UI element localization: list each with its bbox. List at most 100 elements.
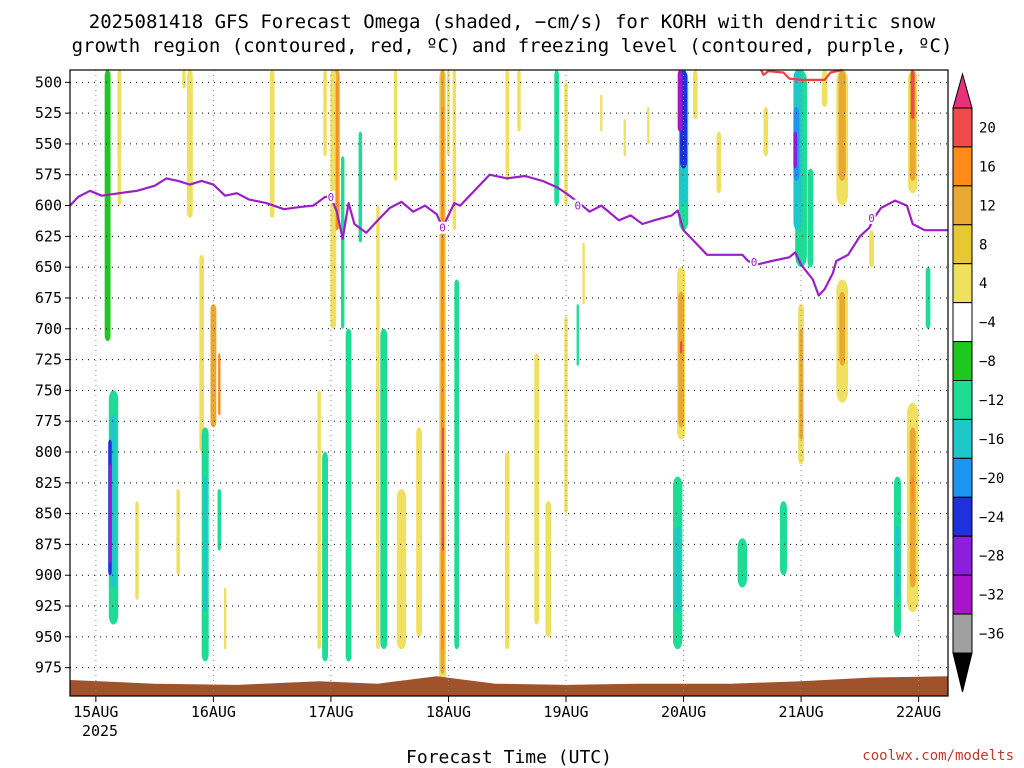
- omega-patch: [218, 353, 221, 416]
- colorbar-label: 8: [979, 237, 987, 253]
- colorbar-swatch: [952, 185, 973, 226]
- omega-patch: [203, 476, 207, 613]
- omega-patch: [692, 70, 698, 120]
- grid-layer: [70, 70, 948, 696]
- y-tick-label: 575: [35, 166, 62, 184]
- omega-patch: [678, 291, 685, 428]
- omega-patch: [186, 70, 193, 218]
- x-tick-label: 22AUG: [896, 703, 941, 721]
- omega-patch: [716, 131, 722, 194]
- y-tick-label: 625: [35, 227, 62, 245]
- omega-patch: [199, 254, 204, 453]
- y-tick-label: 700: [35, 320, 62, 338]
- omega-patch: [911, 476, 914, 502]
- x-tick-label: 18AUG: [426, 703, 471, 721]
- omega-patch: [322, 452, 328, 662]
- omega-patch: [109, 464, 112, 563]
- colorbar-label: −16: [979, 432, 1004, 448]
- omega-patch: [623, 119, 626, 157]
- omega-patch: [554, 70, 559, 206]
- omega-patch: [600, 94, 603, 132]
- y-tick-label: 500: [35, 73, 62, 91]
- omega-patch: [454, 279, 460, 650]
- y-tick-label: 875: [35, 535, 62, 553]
- colorbar-swatch: [952, 341, 973, 382]
- freezing-level-line: [69, 173, 948, 297]
- omega-patch: [582, 242, 585, 305]
- omega-patch: [807, 168, 814, 268]
- colorbar-lower-arrow: [952, 652, 973, 693]
- y-tick-label: 900: [35, 566, 62, 584]
- colorbar-swatch: [952, 146, 973, 187]
- omega-patch: [909, 427, 916, 588]
- x-axis: 15AUG 16AUG 17AUG 18AUG 19AUG 20AUG 21AUG 22AUG: [73, 696, 941, 721]
- omega-patch: [680, 341, 683, 354]
- y-tick-label: 525: [35, 104, 62, 122]
- colorbar-label: 4: [979, 276, 987, 292]
- chart-title-line-2: growth region (contoured, red, ºC) and f…: [72, 35, 953, 57]
- y-tick-label: 650: [35, 258, 62, 276]
- contour-label-bg: [438, 221, 447, 234]
- omega-patch: [793, 131, 797, 169]
- colorbar-swatch: [952, 302, 973, 343]
- contour-label-bg: [573, 199, 582, 212]
- omega-patch: [269, 70, 275, 218]
- colorbar-label: 20: [979, 120, 996, 136]
- colorbar-label: −4: [979, 315, 996, 331]
- omega-patch: [104, 70, 111, 342]
- colorbar-swatch: [952, 107, 973, 148]
- colorbar-swatch: [952, 574, 973, 615]
- x-tick-label: 20AUG: [661, 703, 706, 721]
- y-tick-label: 850: [35, 505, 62, 523]
- omega-patch: [737, 538, 748, 588]
- omega-patch: [217, 488, 222, 551]
- colorbar-swatch: [952, 418, 973, 459]
- omega-patch: [441, 106, 444, 650]
- omega-patch: [358, 131, 363, 243]
- colorbar-label: −28: [979, 549, 1004, 565]
- omega-patch: [869, 230, 874, 268]
- omega-patch: [564, 82, 568, 206]
- omega-patch: [504, 452, 510, 650]
- y-tick-label: 800: [35, 443, 62, 461]
- omega-patch: [576, 304, 579, 366]
- omega-patch: [135, 501, 139, 600]
- credit-link[interactable]: coolwx.com/modelts: [862, 748, 1014, 764]
- omega-patch: [647, 106, 650, 144]
- omega-patch: [182, 70, 186, 89]
- omega-patch: [117, 70, 122, 206]
- y-tick-label: 550: [35, 135, 62, 153]
- plot-frame: [69, 69, 949, 697]
- contour-layer: 0 0 0 0 0: [69, 68, 948, 297]
- colorbar-swatch: [952, 263, 973, 304]
- x-tick-label: 16AUG: [191, 703, 236, 721]
- omega-patch: [763, 106, 769, 157]
- omega-patch: [396, 488, 407, 650]
- y-tick-label: 950: [35, 628, 62, 646]
- omega-patch: [323, 70, 327, 157]
- omega-patch: [376, 205, 380, 650]
- omega-patch: [317, 390, 321, 650]
- colorbar-swatch: [952, 496, 973, 537]
- x-tick-label: 17AUG: [308, 703, 353, 721]
- colorbar-label: −12: [979, 393, 1004, 409]
- colorbar-label: 16: [979, 159, 996, 175]
- omega-patch: [677, 70, 683, 132]
- colorbar-swatch: [952, 380, 973, 420]
- omega-patch: [545, 501, 552, 637]
- y-tick-label: 600: [35, 197, 62, 215]
- omega-patch: [176, 488, 180, 576]
- contour-label-bg: [326, 190, 335, 203]
- omega-patch: [335, 82, 338, 231]
- colorbar-label: 12: [979, 198, 996, 214]
- y-tick-label: 925: [35, 597, 62, 615]
- colorbar-swatch: [952, 613, 973, 654]
- y-tick-label: 675: [35, 289, 62, 307]
- freezing-level-label: 0: [868, 212, 875, 225]
- omega-patch: [534, 353, 539, 625]
- freezing-level-label: 0: [328, 191, 335, 204]
- omega-patch: [441, 427, 444, 551]
- x-tick-label: 19AUG: [543, 703, 588, 721]
- colorbar-label: −8: [979, 354, 996, 370]
